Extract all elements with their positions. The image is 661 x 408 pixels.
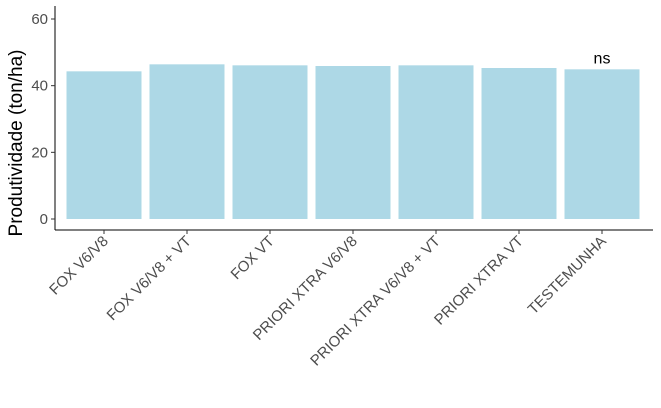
bars-group	[66, 64, 640, 219]
x-tick-label: TESTEMUNHA	[525, 233, 610, 318]
bar-7	[564, 69, 640, 219]
y-axis-ticks: 0 20 40 60	[31, 11, 55, 228]
bar-1	[66, 71, 142, 219]
y-tick-label: 0	[40, 211, 48, 228]
x-tick-label: FOX VT	[228, 233, 278, 283]
bar-3	[232, 65, 308, 219]
bar-4	[315, 66, 391, 219]
annotations-group: ns	[594, 50, 611, 67]
y-tick-label: 20	[31, 144, 48, 161]
y-tick-label: 60	[31, 11, 48, 28]
x-tick-label: PRIORI XTRA VT	[431, 233, 527, 329]
bar-2	[149, 64, 225, 219]
x-tick-label: FOX V6/V8 + VT	[104, 233, 195, 324]
bar-6	[481, 68, 557, 219]
y-axis-title: Produtividade (ton/ha)	[6, 50, 27, 237]
y-tick-label: 40	[31, 78, 48, 95]
bar-5	[398, 65, 474, 219]
significance-label: ns	[594, 50, 611, 67]
x-tick-label: FOX V6/V8	[46, 233, 112, 299]
